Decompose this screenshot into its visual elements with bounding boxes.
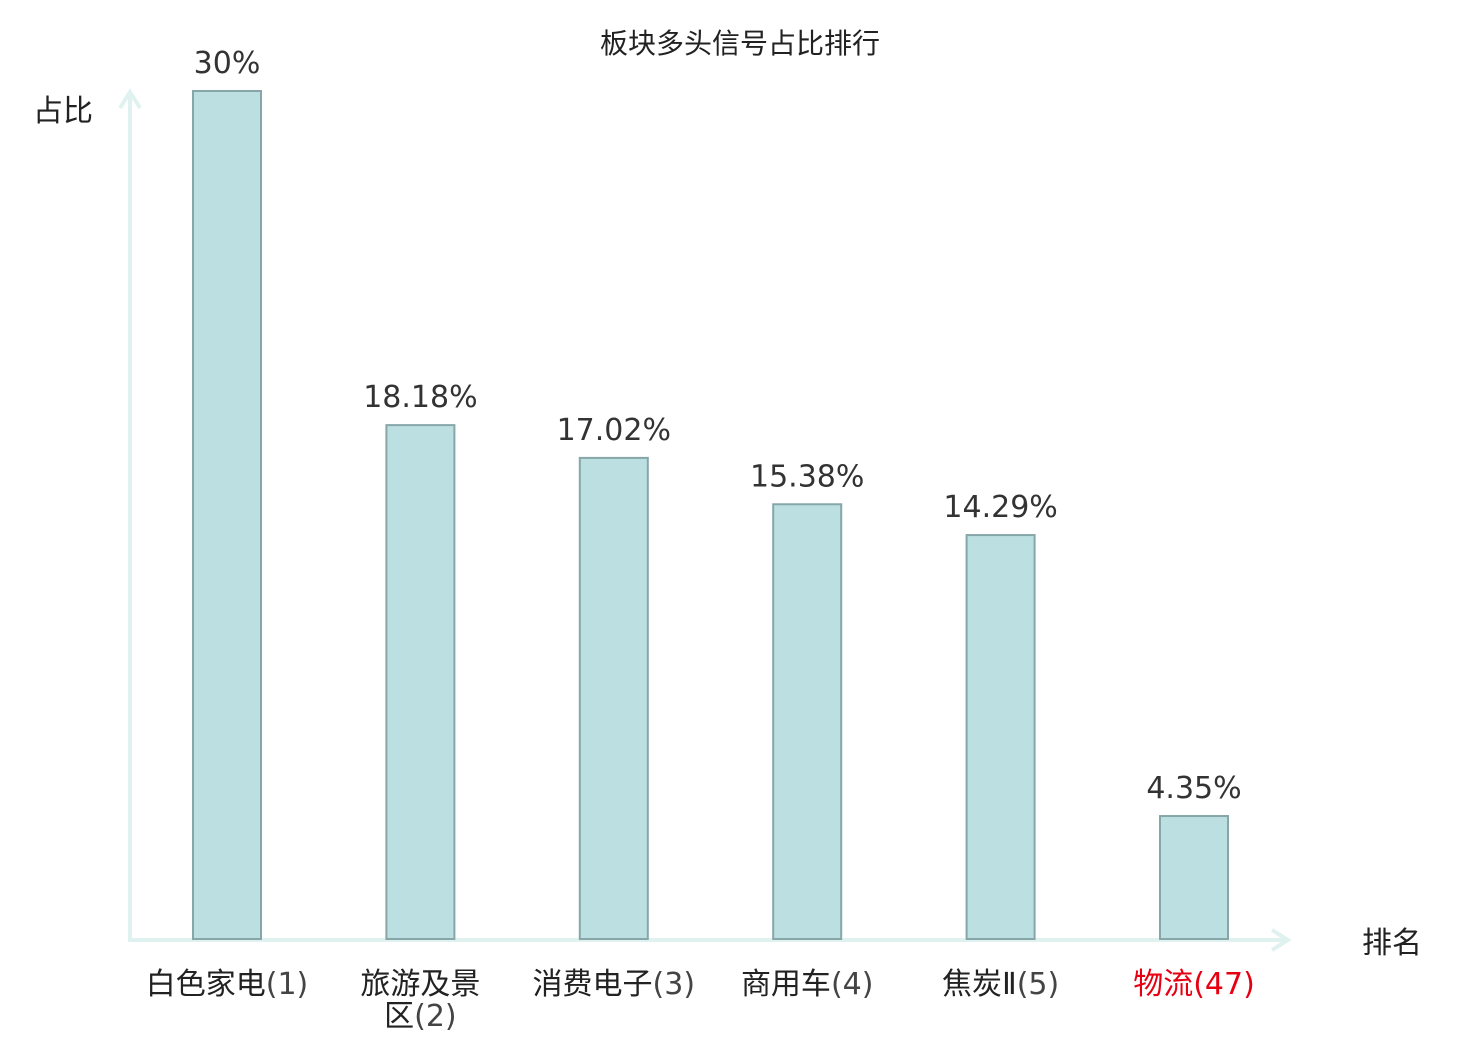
- category-label: 旅游及景: [360, 967, 480, 1002]
- category-label: 白色家电(1): [146, 967, 309, 1002]
- category-label: 物流(47): [1133, 967, 1255, 1002]
- axes: [118, 88, 1292, 952]
- bars: [192, 90, 1229, 940]
- value-labels: 30% 18.18% 17.02% 15.38% 14.29% 4.35%: [194, 46, 1242, 806]
- bar: [578, 456, 649, 940]
- y-axis-arrow-icon: [118, 88, 142, 110]
- bar: [772, 503, 843, 940]
- bar: [1159, 815, 1229, 940]
- y-axis-label: 占比: [33, 94, 93, 129]
- chart-title: 板块多头信号占比排行: [600, 27, 880, 60]
- value-label: 4.35%: [1146, 771, 1241, 806]
- value-label: 18.18%: [363, 380, 477, 415]
- category-label: 消费电子(3): [533, 967, 696, 1002]
- value-label: 15.38%: [750, 459, 864, 494]
- value-label: 17.02%: [557, 413, 671, 448]
- category-label: 商用车(4): [741, 967, 874, 1002]
- category-label: 焦炭Ⅱ(5): [942, 967, 1059, 1002]
- x-axis-arrow-icon: [1270, 928, 1292, 952]
- bar: [965, 534, 1036, 940]
- x-axis-label: 排名: [1362, 926, 1422, 961]
- value-label: 30%: [194, 46, 261, 81]
- value-label: 14.29%: [943, 490, 1057, 525]
- bar: [192, 90, 262, 940]
- category-label-line2: 区(2): [384, 999, 457, 1034]
- bar: [385, 424, 456, 940]
